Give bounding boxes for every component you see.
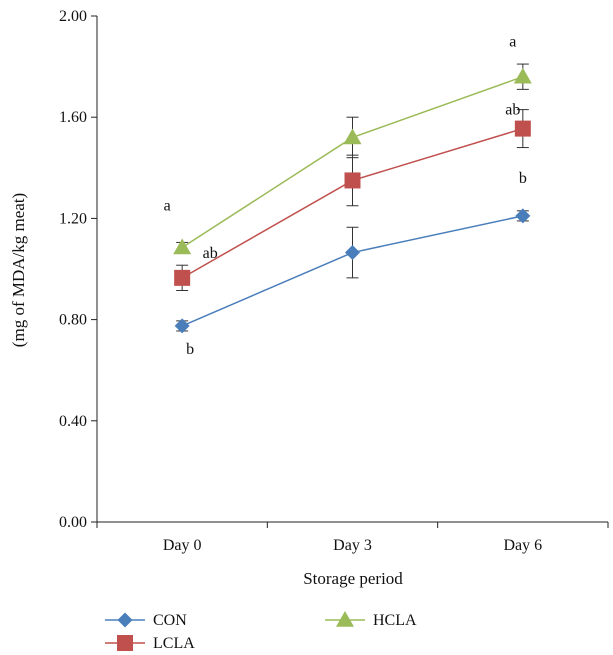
x-tick-label: Day 0 xyxy=(163,537,202,554)
legend-marker xyxy=(336,611,354,627)
series-layer xyxy=(173,63,532,334)
data-point xyxy=(174,318,190,334)
significance-label: ab xyxy=(203,245,218,262)
legend-label: CON xyxy=(153,612,187,629)
y-tick-label: 2.00 xyxy=(59,8,87,25)
series-con xyxy=(174,208,531,334)
data-point xyxy=(514,120,531,137)
series-hcla xyxy=(173,63,532,255)
legend-item-lcla: LCLA xyxy=(105,635,195,652)
y-tick-label: 0.00 xyxy=(59,514,87,531)
significance-label: a xyxy=(164,197,171,214)
legend-marker xyxy=(117,635,133,651)
series-lcla xyxy=(174,109,531,292)
legend-item-hcla: HCLA xyxy=(325,611,417,629)
data-point xyxy=(515,208,531,224)
data-point xyxy=(173,238,192,255)
axes: 0.00 0.40 0.80 1.20 1.60 2.00 Day 0 Day 3 Day 6 xyxy=(59,8,609,554)
legend-item-con: CON xyxy=(105,612,187,629)
legend: CON LCLA HCLA xyxy=(105,611,417,652)
significance-label: b xyxy=(519,170,527,187)
y-axis-title: (mg of MDA/kg meat) xyxy=(9,193,28,347)
x-tick-label: Day 3 xyxy=(333,537,372,554)
x-axis-title: Storage period xyxy=(303,569,403,588)
legend-label: HCLA xyxy=(373,612,417,629)
significance-labels: b b ab ab a a xyxy=(164,34,527,358)
significance-label: a xyxy=(509,34,516,51)
legend-label: LCLA xyxy=(153,635,195,652)
y-tick-label: 1.60 xyxy=(59,109,87,126)
data-point xyxy=(344,172,361,189)
y-tick-label: 0.40 xyxy=(59,413,87,430)
data-point xyxy=(343,128,362,145)
legend-marker xyxy=(117,612,133,628)
data-point xyxy=(513,67,532,84)
data-point xyxy=(345,245,360,261)
data-point xyxy=(174,269,191,286)
significance-label: ab xyxy=(505,102,520,119)
x-tick-label: Day 6 xyxy=(504,537,543,554)
y-tick-label: 0.80 xyxy=(59,312,87,329)
significance-label: b xyxy=(186,341,194,358)
y-tick-label: 1.20 xyxy=(59,210,87,227)
